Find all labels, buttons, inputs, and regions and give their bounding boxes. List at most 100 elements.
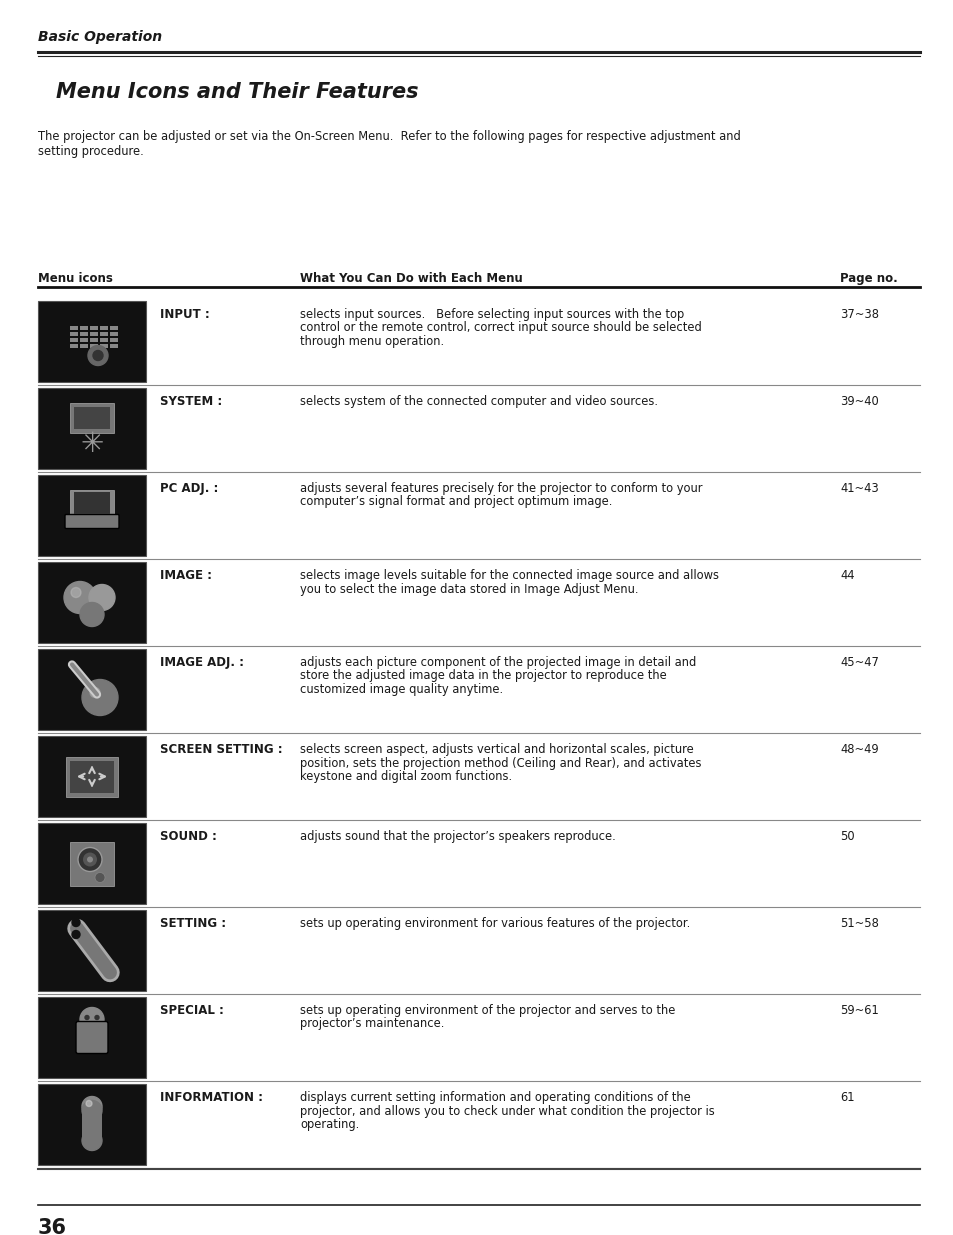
Text: PC ADJ. :: PC ADJ. : [160,482,218,495]
Circle shape [78,847,102,872]
Bar [38,475,146,556]
Circle shape [82,679,118,715]
Text: 45~47: 45~47 [840,656,878,669]
Bar [38,823,146,904]
FancyBboxPatch shape [76,1021,108,1053]
Text: keystone and digital zoom functions.: keystone and digital zoom functions. [299,769,512,783]
Bar [90,343,98,347]
Text: IMAGE ADJ. :: IMAGE ADJ. : [160,656,244,669]
Text: 44: 44 [840,569,854,582]
Bar [110,326,118,330]
Text: displays current setting information and operating conditions of the: displays current setting information and… [299,1091,690,1104]
Bar [100,326,108,330]
Text: SYSTEM :: SYSTEM : [160,395,222,408]
Circle shape [87,857,92,862]
Bar [100,337,108,342]
Circle shape [92,351,103,361]
Circle shape [90,688,100,698]
Text: What You Can Do with Each Menu: What You Can Do with Each Menu [299,272,522,285]
Bar [82,1110,102,1140]
Text: sets up operating environment of the projector and serves to the: sets up operating environment of the pro… [299,1004,675,1016]
Bar [100,343,108,347]
Text: adjusts each picture component of the projected image in detail and: adjusts each picture component of the pr… [299,656,696,669]
Text: position, sets the projection method (Ceiling and Rear), and activates: position, sets the projection method (Ce… [299,757,700,769]
Circle shape [82,1100,102,1120]
Text: IMAGE :: IMAGE : [160,569,212,582]
Bar [38,388,146,469]
Bar [70,343,78,347]
Bar [38,997,146,1078]
Text: control or the remote control, correct input source should be selected: control or the remote control, correct i… [299,321,701,335]
Text: INPUT :: INPUT : [160,308,210,321]
Text: projector’s maintenance.: projector’s maintenance. [299,1018,444,1030]
Text: selects screen aspect, adjusts vertical and horizontal scales, picture: selects screen aspect, adjusts vertical … [299,743,693,756]
Bar [70,841,113,885]
Bar [70,403,113,432]
Bar [80,343,88,347]
Circle shape [82,1097,102,1116]
Circle shape [71,930,80,939]
Circle shape [83,852,97,867]
Text: 41~43: 41~43 [840,482,878,495]
Text: 48~49: 48~49 [840,743,878,756]
Text: The projector can be adjusted or set via the On-Screen Menu.  Refer to the follo: The projector can be adjusted or set via… [38,130,740,143]
Text: selects system of the connected computer and video sources.: selects system of the connected computer… [299,395,658,408]
Circle shape [95,872,105,883]
Text: you to select the image data stored in Image Adjust Menu.: you to select the image data stored in I… [299,583,638,595]
Text: store the adjusted image data in the projector to reproduce the: store the adjusted image data in the pro… [299,669,666,683]
Text: 50: 50 [840,830,854,844]
Text: INFORMATION :: INFORMATION : [160,1091,263,1104]
Text: Page no.: Page no. [840,272,897,285]
Text: Menu Icons and Their Features: Menu Icons and Their Features [56,82,418,103]
Bar [100,331,108,336]
Bar [70,326,78,330]
Bar [38,650,146,730]
Bar [38,562,146,643]
Bar [38,910,146,990]
Text: SPECIAL :: SPECIAL : [160,1004,224,1016]
Text: SETTING :: SETTING : [160,918,226,930]
Bar [70,761,113,793]
Bar [90,337,98,342]
Text: selects image levels suitable for the connected image source and allows: selects image levels suitable for the co… [299,569,719,582]
Bar [70,337,78,342]
Bar [66,757,118,797]
Text: 36: 36 [38,1218,67,1235]
Bar [70,489,113,517]
FancyBboxPatch shape [65,515,119,529]
Bar [74,492,110,514]
Text: selects input sources.   Before selecting input sources with the top: selects input sources. Before selecting … [299,308,683,321]
Circle shape [80,603,104,626]
Bar [110,343,118,347]
Text: Menu icons: Menu icons [38,272,112,285]
Text: 39~40: 39~40 [840,395,878,408]
Text: projector, and allows you to check under what condition the projector is: projector, and allows you to check under… [299,1104,714,1118]
Bar [110,337,118,342]
Bar [80,326,88,330]
Text: operating.: operating. [299,1118,359,1131]
Text: adjusts sound that the projector’s speakers reproduce.: adjusts sound that the projector’s speak… [299,830,615,844]
Bar [74,406,110,429]
Circle shape [88,346,108,366]
Bar [38,736,146,818]
Bar [38,301,146,382]
Circle shape [82,1130,102,1151]
Bar [110,331,118,336]
Circle shape [80,1008,104,1031]
Bar [80,337,88,342]
Circle shape [64,582,96,614]
Circle shape [71,588,81,598]
Bar [90,326,98,330]
Bar [90,331,98,336]
Text: 59~61: 59~61 [840,1004,878,1016]
Text: 51~58: 51~58 [840,918,878,930]
Circle shape [86,1100,91,1107]
Bar [70,331,78,336]
Circle shape [71,919,80,926]
Text: sets up operating environment for various features of the projector.: sets up operating environment for variou… [299,918,690,930]
Circle shape [85,1015,89,1020]
Text: ✳: ✳ [80,431,104,458]
Text: 61: 61 [840,1091,854,1104]
Text: Basic Operation: Basic Operation [38,30,162,44]
Text: through menu operation.: through menu operation. [299,335,444,348]
